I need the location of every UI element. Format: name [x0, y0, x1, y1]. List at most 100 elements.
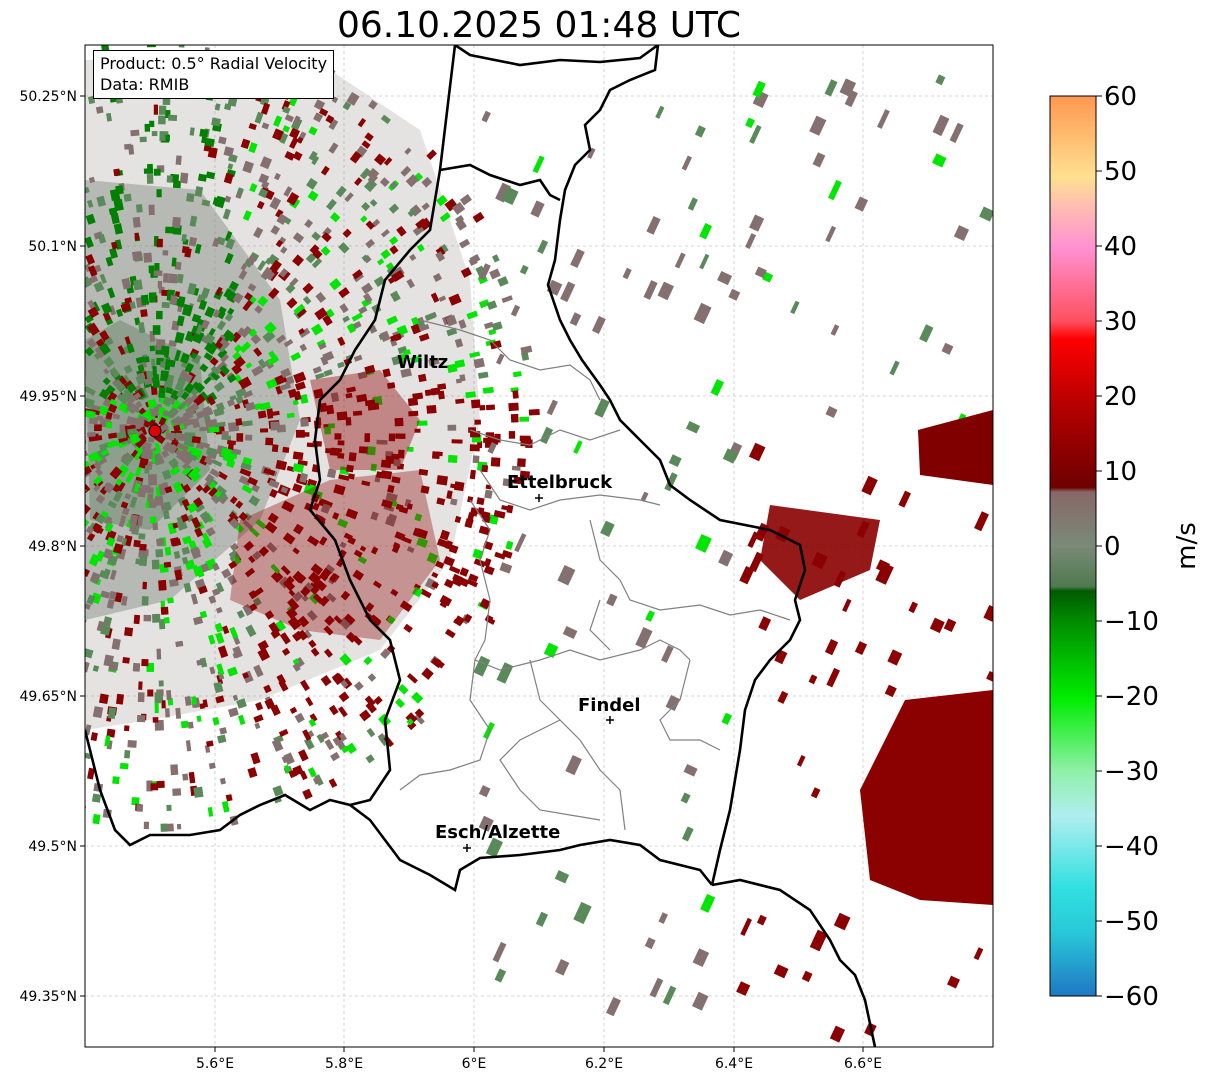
echo-gate [439, 212, 451, 223]
echo-gate [594, 398, 610, 418]
echo-gate [201, 319, 210, 330]
echo-gate [236, 433, 244, 442]
echo-gate [383, 156, 393, 166]
echo-gate [289, 127, 301, 139]
echo-gate [233, 344, 243, 353]
echo-gate [367, 673, 377, 682]
echo-gate [257, 410, 267, 419]
echo-gate [238, 376, 252, 390]
echo-gate [157, 280, 163, 289]
echo-gate [198, 585, 208, 595]
echo-gate [318, 342, 327, 350]
echo-gate [664, 472, 678, 492]
echo-gate [172, 788, 182, 796]
echo-gate [517, 458, 526, 468]
echo-gate [460, 267, 472, 278]
echo-gate [242, 672, 250, 679]
echo-gate [107, 707, 117, 719]
echo-gate [102, 377, 111, 386]
echo-gate [485, 837, 503, 858]
echo-gate [276, 334, 286, 344]
echo-gate [143, 168, 152, 174]
echo-gate [380, 648, 391, 659]
echo-gate [218, 136, 227, 145]
echo-gate [164, 359, 172, 371]
echo-gate [242, 604, 253, 616]
echo-gate [281, 647, 291, 656]
echo-gate [407, 397, 419, 407]
echo-gate [235, 395, 245, 405]
echo-gate [485, 432, 494, 438]
echo-gate [393, 459, 401, 467]
echo-gate [385, 451, 394, 457]
echo-gate [238, 269, 248, 280]
echo-gate [271, 444, 279, 453]
echo-gate [170, 389, 181, 401]
echo-gate [270, 570, 284, 583]
echo-gate [171, 257, 177, 267]
echo-gate [543, 642, 559, 659]
echo-gate [454, 359, 466, 369]
echo-gate [181, 467, 192, 477]
echo-gate [395, 433, 406, 439]
echo-gate [286, 412, 295, 419]
echo-gate [148, 487, 154, 493]
echo-gate [426, 404, 437, 414]
echo-gate [692, 948, 710, 967]
echo-gate [374, 153, 387, 166]
echo-gate [176, 433, 187, 442]
echo-gate [373, 275, 386, 288]
echo-gate [181, 245, 190, 254]
echo-gate [130, 129, 140, 137]
echo-gate [661, 645, 674, 663]
echo-gate [450, 498, 458, 506]
echo-gate [153, 270, 163, 276]
echo-gate [215, 485, 227, 497]
echo-gate [131, 392, 142, 402]
echo-gate [251, 365, 264, 377]
echo-gate [149, 407, 160, 417]
echo-gate [236, 698, 247, 709]
echo-gate [257, 640, 269, 651]
echo-gate [182, 418, 195, 428]
echo-gate [528, 409, 540, 416]
echo-gate [352, 569, 365, 581]
echo-gate [439, 594, 453, 607]
echo-gate [400, 368, 412, 378]
echo-gate [397, 684, 409, 695]
echo-gate [351, 312, 363, 322]
echo-gate [306, 610, 318, 621]
echo-gate [469, 444, 480, 452]
x-tick-label: 6°E [462, 1056, 487, 1072]
echo-gate [130, 449, 139, 458]
echo-gate [476, 497, 485, 506]
colorbar-tick-label: −10 [1104, 607, 1159, 637]
echo-gate [111, 241, 118, 250]
echo-gate [96, 415, 104, 422]
echo-gate [974, 511, 989, 532]
echo-gate [201, 537, 213, 549]
colorbar-tick-label: 30 [1104, 307, 1137, 337]
echo-gate [359, 167, 372, 180]
echo-gate [455, 378, 462, 384]
y-tick-label: 50.25°N [19, 89, 77, 105]
echo-gate [204, 418, 212, 429]
echo-gate [293, 390, 302, 401]
echo-gate [307, 190, 319, 202]
echo-gate [458, 319, 467, 329]
echo-gate [180, 352, 190, 364]
echo-gate [279, 632, 291, 645]
echo-gate [261, 180, 270, 189]
echo-gate [357, 371, 368, 380]
y-tick-label: 49.35°N [19, 989, 77, 1005]
echo-gate [216, 360, 228, 373]
echo-gate [501, 295, 513, 304]
echo-gate [539, 426, 554, 444]
echo-gate [165, 226, 175, 234]
echo-gate [123, 386, 134, 398]
echo-gate [483, 565, 495, 576]
echo-gate [445, 315, 458, 327]
echo-gate [303, 484, 317, 496]
echo-gate [224, 252, 234, 265]
echo-gate [96, 195, 107, 207]
